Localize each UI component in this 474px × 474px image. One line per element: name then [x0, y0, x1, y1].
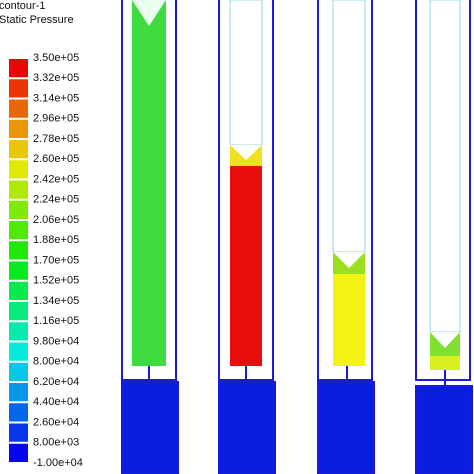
legend-title: contour-1	[0, 0, 45, 12]
color-swatch	[9, 423, 28, 442]
meniscus	[230, 145, 262, 160]
reservoir	[121, 381, 179, 474]
fluid	[430, 356, 460, 370]
colorbar-label: 1.70e+05	[33, 254, 79, 266]
colorbar-label: 2.60e+05	[33, 153, 79, 165]
reservoir	[218, 381, 276, 474]
fluid	[132, 0, 166, 366]
tubes	[121, 0, 473, 474]
legend-subtitle: Static Pressure	[0, 14, 74, 26]
colorbar-label: 6.20e+04	[33, 376, 79, 388]
colorbar-label: 1.34e+05	[33, 295, 79, 307]
color-swatch	[9, 180, 28, 199]
color-swatch	[9, 241, 28, 260]
tube-inner	[229, 0, 263, 146]
tube-inner	[332, 0, 366, 253]
colorbar-label: 3.14e+05	[33, 92, 79, 104]
color-swatch	[9, 443, 28, 462]
colorbar-label: 2.78e+05	[33, 133, 79, 145]
colorbar-label: 8.00e+03	[33, 437, 79, 449]
interface	[132, 0, 166, 26]
color-swatch	[9, 281, 28, 300]
color-swatch	[9, 261, 28, 280]
colorbar-label: 2.96e+05	[33, 113, 79, 125]
meniscus	[333, 252, 365, 268]
colorbar-label: 2.06e+05	[33, 214, 79, 226]
colorbar-label: 8.00e+04	[33, 356, 79, 368]
colorbar-label: 2.60e+04	[33, 416, 79, 428]
color-swatch	[9, 160, 28, 179]
color-swatch	[9, 99, 28, 118]
colorbar-label: 2.24e+05	[33, 194, 79, 206]
color-swatch	[9, 302, 28, 321]
colorbar-label: 3.32e+05	[33, 72, 79, 84]
color-swatch	[9, 79, 28, 98]
color-swatch	[9, 322, 28, 341]
reservoir	[317, 381, 375, 474]
colorbar-label: -1.00e+04	[33, 457, 83, 469]
colorbar: 3.50e+05 3.32e+05 3.14e+05 2.96e+05 2.78e+05…	[9, 52, 83, 469]
fluid	[230, 166, 262, 366]
tube-inner	[429, 0, 461, 333]
colorbar-label: 2.42e+05	[33, 173, 79, 185]
color-swatch	[9, 140, 28, 159]
color-swatch	[9, 221, 28, 240]
color-swatch	[9, 362, 28, 381]
reservoir	[415, 385, 473, 474]
colorbar-label: 3.50e+05	[33, 52, 79, 64]
color-swatch	[9, 200, 28, 219]
color-swatch	[9, 119, 28, 138]
color-swatch	[9, 342, 28, 361]
colorbar-label: 1.88e+05	[33, 234, 79, 246]
colorbar-label: 1.52e+05	[33, 275, 79, 287]
color-swatch	[9, 383, 28, 402]
fluid	[333, 274, 365, 366]
color-swatch	[9, 403, 28, 422]
colorbar-label: 9.80e+04	[33, 335, 79, 347]
color-swatch	[9, 59, 28, 78]
meniscus	[430, 332, 460, 348]
colorbar-label: 1.16e+05	[33, 315, 79, 327]
colorbar-label: 4.40e+04	[33, 396, 79, 408]
